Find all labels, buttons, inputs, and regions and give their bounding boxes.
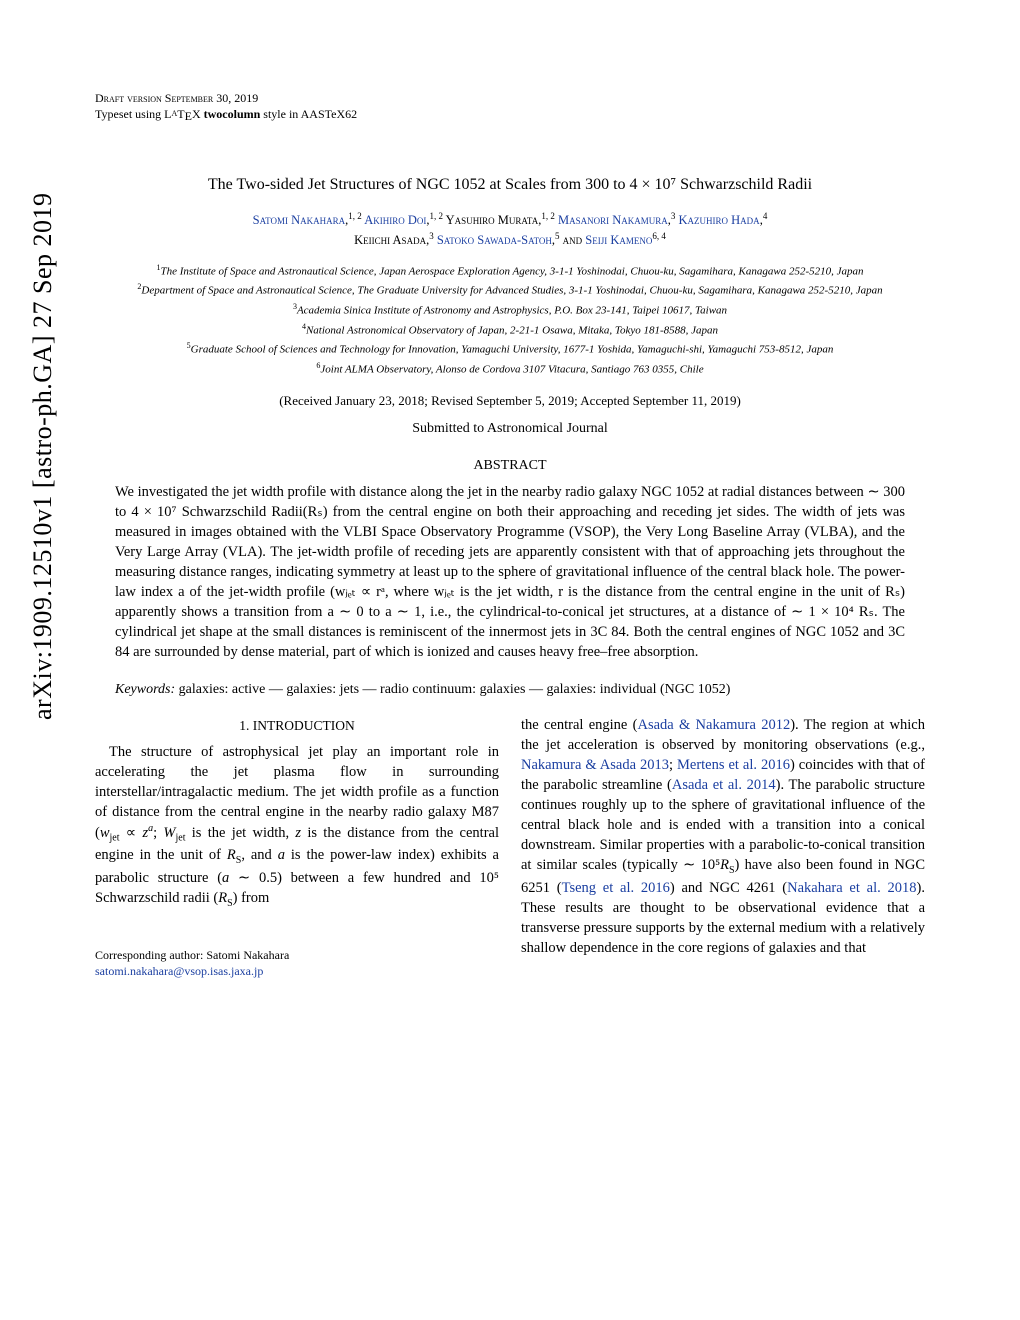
citation-asada-nakamura-2012[interactable]: Asada & Nakamura 2012	[637, 717, 790, 733]
citation-asada-2014[interactable]: Asada et al. 2014	[672, 777, 776, 793]
intro-paragraph-1: The structure of astrophysical jet play …	[95, 742, 499, 911]
citation-nakamura-asada-2013[interactable]: Nakamura & Asada 2013	[521, 757, 669, 773]
abstract-heading: ABSTRACT	[95, 457, 925, 476]
author-murata: Yasuhiro Murata	[446, 213, 539, 227]
arxiv-identifier: arXiv:1909.12510v1 [astro-ph.GA] 27 Sep …	[25, 193, 60, 721]
intro-paragraph-2: the central engine (Asada & Nakamura 201…	[521, 715, 925, 958]
abstract-text: We investigated the jet width profile wi…	[115, 482, 905, 662]
citation-tseng-2016[interactable]: Tseng et al. 2016	[562, 880, 670, 896]
author-asada: Keiichi Asada	[354, 233, 426, 247]
manuscript-dates: (Received January 23, 2018; Revised Sept…	[95, 392, 925, 410]
author-nakahara[interactable]: Satomi Nakahara	[253, 213, 345, 227]
keywords: Keywords: galaxies: active — galaxies: j…	[115, 680, 905, 699]
author-kameno[interactable]: Seiji Kameno	[585, 233, 652, 247]
author-list: Satomi Nakahara,1, 2 Akihiro Doi,1, 2 Ya…	[95, 210, 925, 250]
corresponding-author: Corresponding author: Satomi Nakahara sa…	[95, 947, 499, 981]
section-1-heading: 1. INTRODUCTION	[95, 717, 499, 736]
citation-nakahara-2018[interactable]: Nakahara et al. 2018	[787, 880, 916, 896]
author-nakamura[interactable]: Masanori Nakamura	[558, 213, 668, 227]
citation-mertens-2016[interactable]: Mertens et al. 2016	[677, 757, 790, 773]
typeset-line: Typeset using LATEX twocolumn style in A…	[95, 106, 925, 124]
author-doi[interactable]: Akihiro Doi	[364, 213, 426, 227]
header: Draft version September 30, 2019 Typeset…	[95, 90, 925, 124]
keywords-label: Keywords:	[115, 682, 175, 697]
author-hada[interactable]: Kazuhiro Hada	[679, 213, 760, 227]
corresponding-email[interactable]: satomi.nakahara@vsop.isas.jaxa.jp	[95, 964, 263, 978]
draft-version: Draft version September 30, 2019	[95, 90, 925, 106]
body-columns: 1. INTRODUCTION The structure of astroph…	[95, 715, 925, 980]
keywords-value: galaxies: active — galaxies: jets — radi…	[175, 682, 730, 697]
submitted-to: Submitted to Astronomical Journal	[95, 420, 925, 439]
corresponding-label: Corresponding author: Satomi Nakahara	[95, 947, 499, 964]
paper-title: The Two-sided Jet Structures of NGC 1052…	[95, 174, 925, 196]
author-sawada-satoh[interactable]: Satoko Sawada-Satoh	[437, 233, 552, 247]
affiliations: 1The Institute of Space and Astronautica…	[95, 262, 925, 379]
